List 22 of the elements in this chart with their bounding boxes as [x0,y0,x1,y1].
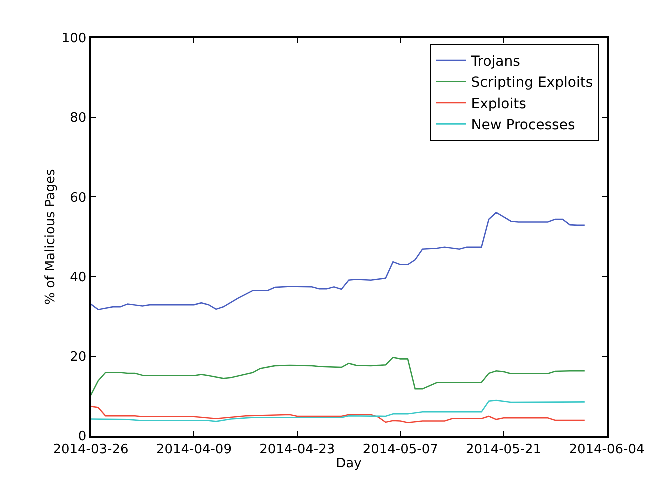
legend-label: Scripting Exploits [471,75,594,92]
y-tick-label: 80 [70,111,87,126]
line-series [91,212,586,310]
x-tick-label: 2014-03-26 [53,442,129,458]
x-tick-label: 2014-05-07 [362,442,438,458]
legend-label: New Processes [471,118,576,134]
line-series [91,356,586,396]
x-tick-label: 2014-05-21 [466,442,542,458]
y-tick-label: 100 [62,32,87,47]
y-tick-label: 60 [70,190,87,206]
legend-label: Trojans [470,54,520,70]
x-tick-label: 2014-06-04 [569,442,645,458]
y-tick-label: 0 [78,430,87,445]
line-series [91,406,586,424]
x-tick-label: 2014-04-23 [260,442,336,458]
legend-label: Exploits [471,96,526,112]
y-axis-title: % of Malicious Pages [44,168,58,305]
x-tick-label: 2014-04-09 [156,442,232,458]
x-axis-title: Day [336,456,362,472]
line-series [91,400,586,422]
y-tick-label: 40 [70,270,87,286]
y-tick-label: 20 [70,350,87,365]
